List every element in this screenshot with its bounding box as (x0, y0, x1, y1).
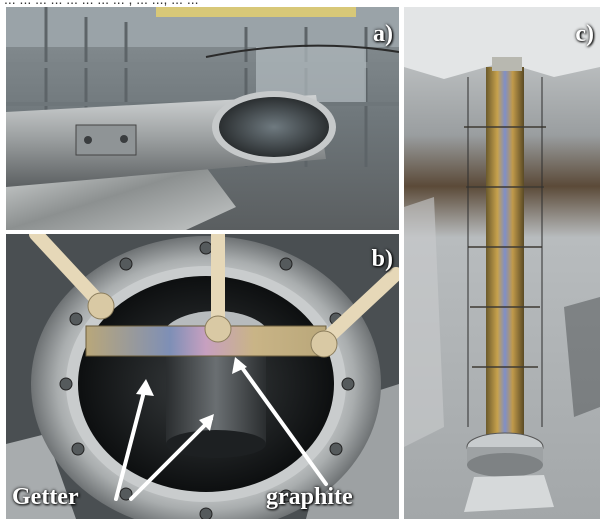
panel-a-photo: a) (6, 7, 399, 230)
top-cropped-caption-strip: ... ... ... ... ... ... ... ... , ... ..… (0, 0, 604, 9)
panel-b-label: b) (371, 246, 393, 272)
panel-a-label: a) (373, 21, 393, 47)
getter-annotation: Getter (12, 484, 79, 510)
panel-c-photo: c) (404, 7, 600, 519)
graphite-annotation: graphite (266, 484, 353, 510)
panel-b-photo: b) Getter graphite (6, 234, 399, 519)
cropped-caption-text: ... ... ... ... ... ... ... ... , ... ..… (4, 0, 198, 7)
panel-a-image (6, 7, 399, 230)
panel-c-image (404, 7, 600, 519)
panel-c-label: c) (575, 21, 594, 47)
panel-b-image (6, 234, 399, 519)
